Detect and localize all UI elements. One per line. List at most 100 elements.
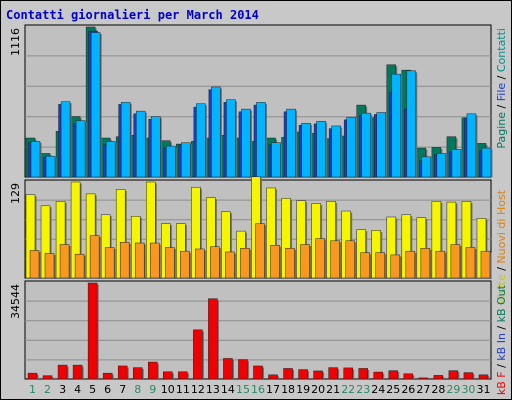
legend-bottom-part-3: /: [495, 322, 508, 333]
hosts-bar-day-2: [44, 253, 55, 279]
bandwidth-bar-day-18: [283, 368, 293, 380]
x-tick-label-day-7: 7: [119, 383, 126, 396]
bandwidth-bar-day-8: [132, 367, 143, 380]
panel-bandwidth-background: [24, 280, 492, 380]
hits-bar-day-7: [120, 102, 131, 178]
hosts-bar-day-21: [330, 240, 340, 279]
bandwidth-bar-day-24: [373, 371, 383, 380]
chart-panels: 1116 129 34544: [9, 24, 493, 380]
legend-vertical: Pagine / File / Contatti Visite / Nuovi d…: [495, 28, 508, 395]
hosts-bar-day-15: [240, 247, 250, 279]
x-tick-label-day-10: 10: [161, 383, 175, 396]
x-tick-label-day-21: 21: [326, 383, 340, 396]
hosts-bar-day-28: [435, 250, 446, 279]
hosts-bar-day-8: [134, 242, 145, 279]
x-tick-label-day-26: 26: [401, 383, 415, 396]
x-tick-label-day-12: 12: [191, 383, 205, 396]
legend-middle-part-0: Visite: [495, 274, 508, 304]
x-tick-label-day-27: 27: [416, 383, 430, 396]
legend-bottom-part-4: kB Out: [495, 284, 508, 322]
hits-bar-day-2: [45, 155, 56, 178]
legend-top-part-1: /: [495, 101, 508, 112]
legend-bottom-part-2: kB In: [495, 333, 508, 361]
x-tick-label-day-3: 3: [59, 383, 66, 396]
hits-bar-day-19: [301, 122, 311, 178]
hosts-bar-day-13: [210, 246, 220, 279]
hits-bar-day-11: [181, 142, 191, 178]
hosts-bar-day-23: [360, 252, 370, 279]
hits-bar-day-23: [361, 112, 371, 178]
bandwidth-bar-day-27: [418, 377, 429, 380]
hits-bar-day-16: [256, 102, 266, 178]
panel-hits-max-label: 1116: [9, 28, 22, 56]
hits-bar-day-27: [421, 156, 432, 178]
bandwidth-bar-day-31: [478, 374, 489, 380]
bandwidth-bar-day-30: [463, 372, 474, 380]
x-tick-label-day-23: 23: [356, 383, 370, 396]
hosts-bar-day-31: [480, 250, 491, 279]
x-tick-label-day-24: 24: [371, 383, 385, 396]
legend-middle: Visite / Nuovi di Host: [495, 189, 508, 304]
bandwidth-bar-day-15: [238, 359, 248, 380]
x-tick-label-day-15: 15: [236, 383, 250, 396]
bandwidth-bar-day-25: [388, 370, 399, 380]
panel-bandwidth-max-label: 34544: [9, 284, 22, 319]
hosts-bar-day-6: [104, 247, 115, 279]
bandwidth-bar-day-19: [298, 369, 308, 380]
hits-bar-day-22: [346, 116, 356, 178]
x-tick-label-day-13: 13: [206, 383, 220, 396]
bandwidth-bar-day-16: [253, 365, 263, 380]
bandwidth-bar-day-26: [403, 373, 414, 380]
hosts-bar-day-18: [285, 247, 295, 279]
hits-bar-day-13: [211, 86, 221, 178]
panel-hits: 1116: [9, 24, 493, 178]
bandwidth-bar-day-1: [27, 372, 38, 380]
hits-bar-day-20: [316, 120, 326, 178]
hits-bar-day-31: [481, 147, 492, 178]
hosts-bar-day-22: [345, 240, 355, 279]
legend-middle-part-1: /: [495, 264, 508, 275]
x-tick-label-day-29: 29: [446, 383, 460, 396]
panel-visits: 129: [9, 176, 492, 279]
bandwidth-bar-day-13: [208, 298, 218, 380]
bandwidth-bar-day-29: [448, 370, 459, 380]
hits-bar-day-3: [60, 101, 71, 178]
bandwidth-bar-day-14: [223, 358, 233, 380]
legend-top-part-0: Pagine: [495, 112, 508, 149]
x-tick-label-day-30: 30: [461, 383, 475, 396]
hosts-bar-day-24: [375, 252, 385, 279]
x-tick-label-day-9: 9: [149, 383, 156, 396]
bandwidth-bar-day-12: [193, 329, 203, 380]
x-tick-label-day-20: 20: [311, 383, 325, 396]
x-tick-label-day-16: 16: [251, 383, 265, 396]
x-tick-label-day-14: 14: [221, 383, 235, 396]
hits-bar-day-8: [135, 110, 146, 178]
hits-bar-day-17: [271, 142, 281, 178]
x-tick-label-day-22: 22: [341, 383, 355, 396]
hosts-bar-day-16: [255, 223, 265, 279]
x-tick-label-day-5: 5: [89, 383, 96, 396]
hosts-bar-day-30: [465, 247, 476, 279]
legend-bottom-part-0: kB F: [495, 371, 508, 395]
hits-bar-day-18: [286, 108, 296, 178]
chart-title: Contatti giornalieri per March 2014: [6, 8, 259, 22]
hits-bar-day-28: [436, 153, 447, 178]
x-tick-label-day-25: 25: [386, 383, 400, 396]
bandwidth-bar-day-21: [328, 367, 338, 380]
hosts-bar-day-27: [420, 247, 431, 279]
hits-bar-day-25: [391, 73, 402, 178]
bandwidth-bar-day-11: [178, 371, 188, 380]
hosts-bar-day-10: [165, 247, 175, 279]
panel-bandwidth: 34544: [9, 280, 492, 380]
hits-bar-day-1: [30, 141, 41, 178]
hits-bar-day-10: [166, 145, 176, 178]
x-tick-label-day-28: 28: [431, 383, 445, 396]
x-tick-label-day-8: 8: [134, 383, 141, 396]
hosts-bar-day-4: [74, 253, 85, 279]
bandwidth-bar-day-2: [42, 375, 53, 380]
bandwidth-bar-day-4: [72, 364, 83, 380]
legend-middle-part-2: Nuovi di Host: [495, 189, 508, 263]
legend-bottom-part-1: /: [495, 361, 508, 372]
hits-bar-day-15: [241, 108, 251, 178]
